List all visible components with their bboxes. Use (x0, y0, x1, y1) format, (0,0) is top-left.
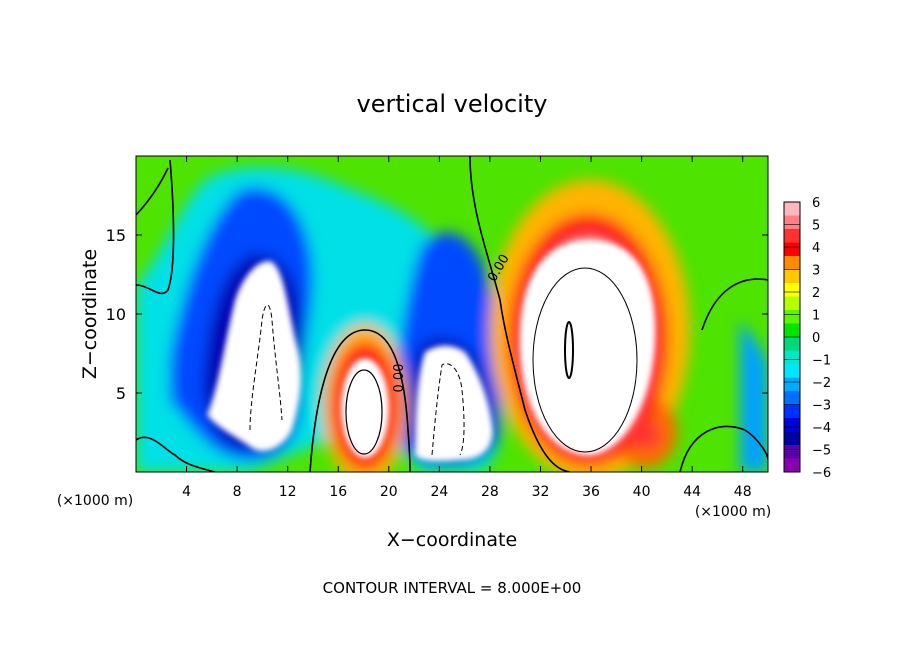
downdraft-core-west (207, 261, 301, 451)
colorbar-swatch (784, 418, 800, 432)
y-tick-label: 10 (106, 305, 126, 324)
colorbar-swatch (784, 242, 800, 257)
updraft-inner-contour-east (564, 321, 574, 379)
x-unit-left: (×1000 m) (57, 493, 133, 509)
colorbar-tick-label: 4 (812, 241, 820, 256)
x-axis-ticks: 4 8 12 16 20 24 28 32 36 40 44 48 (182, 156, 752, 500)
y-axis-ticks: 5 10 15 (106, 226, 768, 403)
velocity-field (136, 156, 768, 472)
colorbar-tick-label: −2 (812, 376, 831, 391)
colorbar-swatch (784, 296, 800, 311)
zero-contour-topleft (136, 167, 169, 216)
colorbar-swatch (784, 337, 800, 351)
contour-interval-note: CONTOUR INTERVAL = 8.000E+00 (323, 579, 582, 597)
y-tick-label: 15 (106, 226, 126, 245)
x-tick-label: 12 (279, 484, 297, 500)
zero-contour-bottom (136, 436, 216, 472)
colorbar-swatch (784, 391, 800, 405)
colorbar-swatch (784, 215, 800, 230)
colorbar-tick-label: 1 (812, 309, 820, 324)
x-axis-label: X−coordinate (387, 529, 517, 551)
updraft-contour-east (532, 267, 638, 453)
x-tick-label: 8 (233, 484, 242, 500)
x-tick-label: 20 (380, 484, 398, 500)
colorbar-swatch (784, 310, 800, 324)
colorbar-swatch (784, 377, 800, 392)
colorbar-swatch (784, 269, 800, 284)
colorbar-tick-label: 2 (812, 286, 820, 301)
chart-title: vertical velocity (357, 90, 548, 118)
colorbar (783, 201, 801, 473)
colorbar-tick-label: −6 (812, 466, 831, 481)
zero-contour-west (136, 159, 175, 295)
colorbar-swatch (784, 256, 800, 270)
colorbar-tick-label: −3 (812, 399, 831, 414)
colorbar-tick-label: 0 (812, 331, 820, 346)
contour-label-lower: 0.00 (392, 364, 407, 393)
x-tick-label: 28 (481, 484, 499, 500)
x-tick-label: 40 (633, 484, 651, 500)
y-axis-label: Z−coordinate (79, 249, 101, 379)
x-tick-label: 48 (734, 484, 752, 500)
zero-contour-east-band (679, 278, 768, 472)
colorbar-tick-label: −1 (812, 354, 831, 369)
colorbar-swatch (784, 431, 800, 446)
x-unit-right: (×1000 m) (695, 504, 771, 520)
colorbar-labels: 6 5 4 3 2 1 0 −1 −2 −3 −4 −5 −6 (812, 196, 831, 481)
blue-band-east (740, 320, 768, 472)
colorbar-tick-label: 3 (812, 264, 820, 279)
downdraft-contour-central (431, 363, 465, 456)
zero-contour-central (309, 329, 411, 472)
x-tick-label: 16 (329, 484, 347, 500)
x-tick-label: 44 (683, 484, 701, 500)
contour-lines (136, 156, 768, 472)
colorbar-swatch (784, 202, 800, 216)
x-tick-label: 32 (532, 484, 550, 500)
x-tick-label: 4 (182, 484, 191, 500)
updraft-contour-central (345, 369, 383, 455)
x-tick-label: 36 (582, 484, 600, 500)
downdraft-contour-west (249, 304, 283, 431)
colorbar-swatch (784, 229, 800, 243)
zero-contour-east (469, 156, 571, 472)
colorbar-tick-label: −5 (812, 444, 831, 459)
x-tick-label: 24 (430, 484, 448, 500)
colorbar-tick-label: −4 (812, 421, 831, 436)
colorbar-swatch (784, 458, 800, 473)
colorbar-swatch (784, 445, 800, 459)
colorbar-swatch (784, 404, 800, 419)
colorbar-swatch (784, 283, 800, 297)
colorbar-tick-label: 5 (812, 219, 820, 234)
colorbar-swatch (784, 364, 800, 378)
colorbar-tick-label: 6 (812, 196, 820, 211)
red-blob-east (632, 421, 660, 449)
colorbar-swatch (784, 350, 800, 365)
colorbar-swatch (784, 323, 800, 338)
downdraft-core-central (415, 345, 493, 462)
y-tick-label: 5 (116, 384, 126, 403)
